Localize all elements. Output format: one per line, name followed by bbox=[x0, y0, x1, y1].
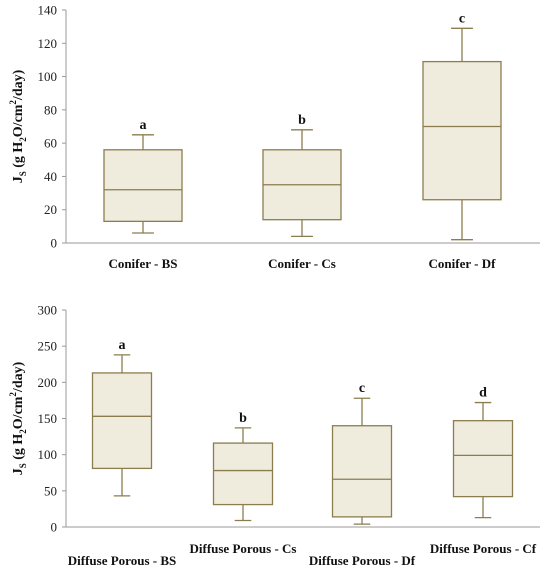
iqr-box bbox=[212, 442, 274, 506]
y-tick-label-3: 60 bbox=[44, 136, 57, 151]
category-label: Conifer - Df bbox=[429, 256, 497, 271]
category-label: Conifer - BS bbox=[108, 256, 177, 271]
significance-label: a bbox=[140, 118, 147, 133]
y-tick-label-2: 40 bbox=[44, 169, 57, 184]
category-label: Diffuse Porous - Df bbox=[309, 553, 416, 568]
y-tick-label-0: 0 bbox=[51, 236, 58, 251]
category-label: Diffuse Porous - BS bbox=[68, 553, 176, 568]
panel-1: 0 20 40 60 80 100 120 140 JS (g H2O/cm2/day) a Con… bbox=[8, 3, 540, 271]
y-tick-label-3: 150 bbox=[38, 411, 58, 426]
significance-label: c bbox=[459, 11, 465, 26]
panel-2: 0 50 100 150 200 250 300 JS (g H2O/cm2/day) a Dif… bbox=[8, 303, 540, 568]
significance-label: b bbox=[298, 113, 306, 128]
y-tick-label-1: 50 bbox=[44, 483, 57, 498]
y-tick-label-2: 100 bbox=[38, 447, 58, 462]
y-tick-label-6: 300 bbox=[38, 303, 58, 318]
iqr-box bbox=[103, 149, 183, 223]
iqr-box bbox=[422, 60, 502, 201]
category-label: Conifer - Cs bbox=[268, 256, 336, 271]
y-axis-label: JS (g H2O/cm2/day) bbox=[8, 69, 28, 183]
y-axis-label: JS (g H2O/cm2/day) bbox=[8, 361, 28, 475]
y-tick-label-0: 0 bbox=[51, 520, 58, 535]
box-2: b Conifer - Cs bbox=[262, 113, 342, 271]
significance-label: d bbox=[479, 386, 487, 401]
category-label: Diffuse Porous - Cs bbox=[189, 541, 296, 556]
y-tick-label-1: 20 bbox=[44, 202, 57, 217]
box-3: c Conifer - Df bbox=[422, 11, 502, 271]
iqr-box bbox=[331, 425, 393, 518]
iqr-box bbox=[452, 420, 514, 498]
box-3: c Diffuse Porous - Df bbox=[309, 381, 416, 568]
y-tick-label-5: 100 bbox=[38, 69, 58, 84]
significance-label: c bbox=[359, 381, 365, 396]
box-1: a Diffuse Porous - BS bbox=[68, 338, 176, 568]
significance-label: a bbox=[119, 338, 126, 353]
box-2: b Diffuse Porous - Cs bbox=[189, 411, 296, 556]
iqr-box bbox=[91, 372, 153, 470]
significance-label: b bbox=[239, 411, 247, 426]
box-4: d Diffuse Porous - Cf bbox=[430, 386, 537, 556]
y-tick-label-5: 250 bbox=[38, 339, 58, 354]
category-label: Diffuse Porous - Cf bbox=[430, 541, 537, 556]
box-1: a Conifer - BS bbox=[103, 118, 183, 271]
y-tick-label-4: 80 bbox=[44, 102, 57, 117]
y-tick-label-4: 200 bbox=[38, 375, 58, 390]
y-tick-label-6: 120 bbox=[38, 36, 58, 51]
y-tick-label-7: 140 bbox=[38, 3, 58, 18]
